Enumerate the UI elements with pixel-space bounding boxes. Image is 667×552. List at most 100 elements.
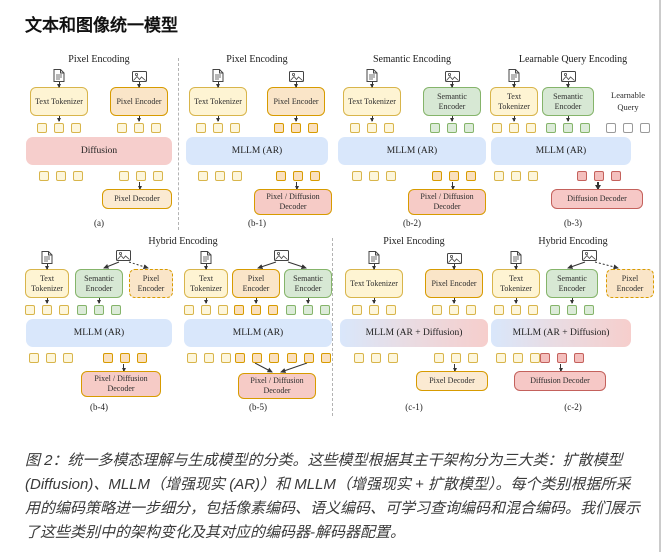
token bbox=[218, 305, 228, 315]
section-title-pixel-encoding: Pixel Encoding bbox=[383, 236, 445, 247]
token bbox=[304, 353, 314, 363]
token bbox=[310, 171, 320, 181]
token bbox=[71, 123, 81, 133]
text-tokenizer-box: Text Tokenizer bbox=[25, 269, 69, 298]
token-group bbox=[184, 305, 228, 315]
token bbox=[386, 171, 396, 181]
figure-caption: 图 2：统一多模态理解与生成模型的分类。这些模型根据其主干架构分为三大类：扩散模… bbox=[25, 452, 641, 541]
panel-label: (b-1) bbox=[248, 218, 266, 228]
token-group bbox=[234, 305, 278, 315]
arrow-down-icon bbox=[138, 82, 140, 87]
arrow-down-icon bbox=[205, 264, 207, 269]
panel-c2: Hybrid Encoding Text Tokenizer bbox=[488, 236, 658, 413]
image-icon bbox=[560, 71, 576, 82]
token bbox=[494, 171, 504, 181]
token bbox=[367, 123, 377, 133]
token bbox=[287, 353, 297, 363]
token bbox=[103, 353, 113, 363]
token bbox=[196, 123, 206, 133]
panel-label: (b-4) bbox=[90, 402, 108, 412]
token bbox=[384, 123, 394, 133]
token bbox=[151, 123, 161, 133]
category-divider bbox=[178, 58, 179, 230]
mllm-ar-backbone: MLLM (AR) bbox=[26, 319, 172, 347]
mllm-ar-diffusion-backbone: MLLM (AR + Diffusion) bbox=[340, 319, 488, 347]
token bbox=[449, 171, 459, 181]
document-icon bbox=[212, 69, 224, 82]
token bbox=[274, 123, 284, 133]
panel-a: Pixel Encoding Text Tokenizer Pixel Enco… bbox=[24, 54, 174, 229]
mllm-ar-backbone: MLLM (AR) bbox=[186, 137, 328, 165]
token bbox=[25, 305, 35, 315]
token bbox=[350, 123, 360, 133]
converging-arrows bbox=[254, 363, 308, 373]
token bbox=[221, 353, 231, 363]
token bbox=[235, 353, 245, 363]
token bbox=[557, 353, 567, 363]
token bbox=[308, 123, 318, 133]
token bbox=[563, 123, 573, 133]
token bbox=[187, 353, 197, 363]
token bbox=[303, 305, 313, 315]
panel-b1: Pixel Encoding Text Tokenizer Pixel Enco… bbox=[184, 54, 332, 229]
token bbox=[117, 123, 127, 133]
arrow-down-icon bbox=[515, 298, 517, 303]
token bbox=[511, 305, 521, 315]
diffusion-backbone: Diffusion bbox=[26, 137, 172, 165]
token bbox=[567, 305, 577, 315]
token bbox=[201, 305, 211, 315]
token bbox=[137, 353, 147, 363]
arrow-down-icon bbox=[58, 116, 60, 121]
token bbox=[153, 171, 163, 181]
token-group bbox=[546, 123, 590, 133]
token-group bbox=[77, 305, 121, 315]
token bbox=[293, 171, 303, 181]
token-group bbox=[432, 171, 476, 181]
panel-b4: Text Tokenizer Semantic Encoder Pixel En… bbox=[24, 236, 174, 413]
token bbox=[511, 171, 521, 181]
arrow-down-icon bbox=[515, 264, 517, 269]
token bbox=[63, 353, 73, 363]
token bbox=[388, 353, 398, 363]
document-icon bbox=[508, 69, 520, 82]
panel-label: (c-1) bbox=[405, 402, 423, 412]
pixel-encoder-box: Pixel Encoder bbox=[232, 269, 280, 298]
panel-b2: Semantic Encoding Text Tokenizer Semanti… bbox=[336, 54, 488, 229]
token bbox=[320, 305, 330, 315]
token bbox=[594, 171, 604, 181]
panel-label: (a) bbox=[94, 218, 104, 228]
token-group bbox=[286, 305, 330, 315]
text-tokenizer-box: Text Tokenizer bbox=[490, 87, 538, 116]
token-group bbox=[492, 123, 536, 133]
token bbox=[611, 171, 621, 181]
mllm-ar-diffusion-backbone: MLLM (AR + Diffusion) bbox=[491, 319, 631, 347]
token-group bbox=[198, 171, 242, 181]
token bbox=[540, 353, 550, 363]
image-icon bbox=[444, 71, 460, 82]
panel-b3: Learnable Query Encoding Text Tokenizer … bbox=[488, 54, 658, 229]
arrow-down-icon bbox=[123, 364, 124, 371]
token-group bbox=[494, 171, 538, 181]
arrow-down-icon bbox=[307, 298, 309, 303]
arrow-down-icon bbox=[452, 182, 453, 189]
token bbox=[46, 353, 56, 363]
semantic-encoder-box: Semantic Encoder bbox=[284, 269, 332, 298]
image-icon bbox=[288, 71, 304, 82]
token bbox=[466, 305, 476, 315]
arrow-down-icon bbox=[46, 298, 48, 303]
pixel-diffusion-decoder-box: Pixel / Diffusion Decoder bbox=[238, 373, 316, 399]
diffusion-decoder-box: Diffusion Decoder bbox=[551, 189, 643, 209]
page-title: 文本和图像统一模型 bbox=[25, 16, 178, 35]
token-group bbox=[352, 171, 396, 181]
document-icon bbox=[41, 251, 53, 264]
arrow-down-icon bbox=[513, 82, 515, 87]
arrow-down-icon bbox=[296, 182, 297, 189]
arrow-down-icon bbox=[560, 364, 561, 371]
token-group bbox=[350, 123, 394, 133]
document-icon bbox=[200, 251, 212, 264]
arrow-down-icon bbox=[139, 182, 140, 189]
token bbox=[286, 305, 296, 315]
token-group bbox=[25, 305, 69, 315]
pixel-encoder-box: Pixel Encoder bbox=[110, 87, 168, 116]
token bbox=[111, 305, 121, 315]
